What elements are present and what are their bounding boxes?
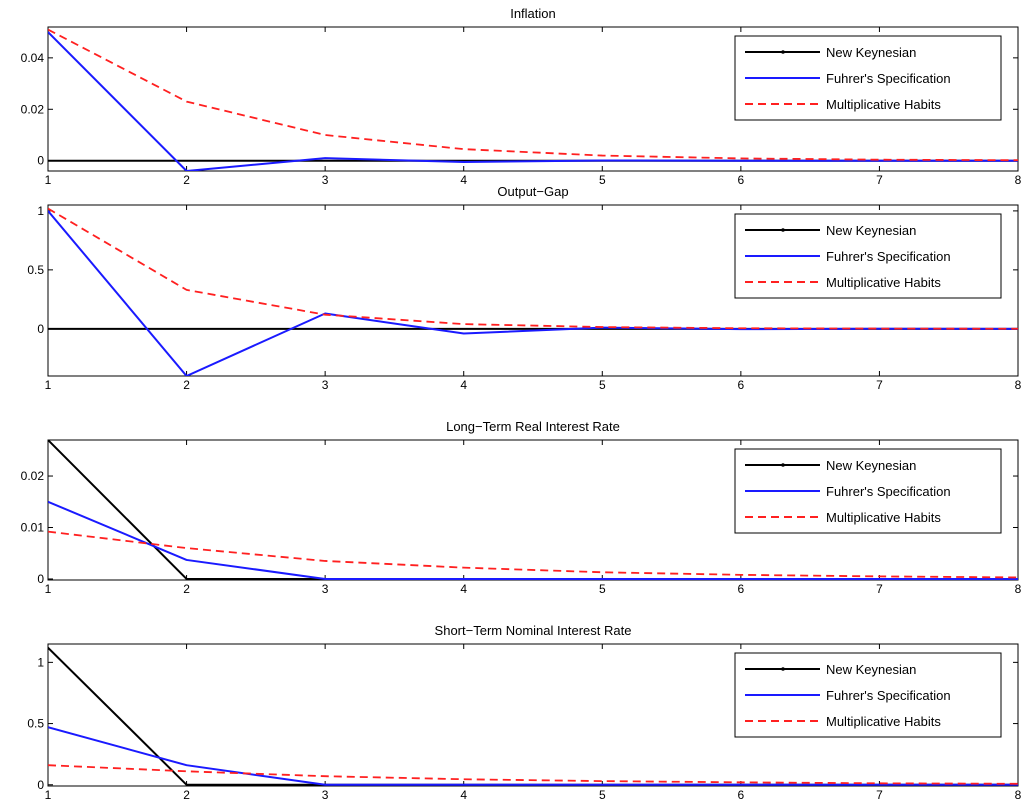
axes-frame [47,26,1019,172]
x-tick-label: 4 [460,582,467,596]
axes-frame [47,643,1019,787]
x-tick-label: 2 [183,582,190,596]
x-tick-label: 8 [1015,582,1022,596]
legend-label-1: New Keynesian [826,662,916,677]
x-tick-label: 2 [183,173,190,187]
x-tick-label: 3 [322,173,329,187]
x-tick-label: 1 [45,788,52,802]
legend-label-2: Fuhrer's Specification [826,688,951,703]
y-tick-label: 0.04 [21,51,45,65]
legend-label-2: Fuhrer's Specification [826,71,951,86]
legend-marker [781,463,785,467]
x-tick-label: 6 [738,378,745,392]
panel-1: Inflation 1 2 3 4 5 6 7 8 0 0.02 0.04 New Keynesian F… [21,6,1022,187]
series-lines [48,28,1018,171]
y-tick-label: 1 [37,655,44,669]
series-lines [48,646,1018,786]
panel-title: Inflation [510,6,556,21]
panel-3: Long−Term Real Interest Rate 1 2 3 4 5 6 7 8 0 0.0… [21,419,1022,596]
legend: New Keynesian Fuhrer's Specification Multi… [734,35,1002,121]
legend-label-1: New Keynesian [826,45,916,60]
x-tick-label: 6 [738,788,745,802]
series-line-3 [48,28,1018,162]
x-tick-label: 8 [1015,788,1022,802]
x-tick-label: 3 [322,378,329,392]
x-tick-label: 2 [183,378,190,392]
y-tick-label: 0.02 [21,102,45,116]
x-tick-label: 5 [599,378,606,392]
x-tick-label: 4 [460,378,467,392]
x-tick-label: 7 [876,788,883,802]
series-line-2 [48,31,1018,171]
x-tick-label: 6 [738,582,745,596]
legend-label-3: Multiplicative Habits [826,510,941,525]
legend-label-3: Multiplicative Habits [826,714,941,729]
x-tick-label: 7 [876,582,883,596]
x-tick-label: 7 [876,378,883,392]
legend-marker [781,50,785,54]
y-tick-label: 0 [37,778,44,792]
y-tick-label: 0 [37,322,44,336]
x-tick-label: 7 [876,173,883,187]
x-tick-label: 1 [45,378,52,392]
panel-title: Short−Term Nominal Interest Rate [435,623,632,638]
panel-4: Short−Term Nominal Interest Rate 1 2 3 4 5 6 7 8… [27,623,1021,802]
x-tick-label: 1 [45,173,52,187]
series-line-2 [48,726,1018,786]
y-tick-label: 0.02 [21,469,45,483]
legend-label-3: Multiplicative Habits [826,275,941,290]
x-tick-label: 4 [460,173,467,187]
y-tick-label: 0 [37,572,44,586]
y-tick-label: 0.5 [27,717,44,731]
legend-label-3: Multiplicative Habits [826,97,941,112]
x-tick-label: 4 [460,788,467,802]
y-tick-label: 0.01 [21,521,45,535]
series-line-3 [48,530,1018,579]
legend: New Keynesian Fuhrer's Specification Multi… [734,448,1002,534]
legend: New Keynesian Fuhrer's Specification Multi… [734,213,1002,299]
panel-title: Long−Term Real Interest Rate [446,419,620,434]
series-line-3 [48,764,1018,785]
series-lines [48,207,1018,376]
x-tick-label: 3 [322,582,329,596]
legend-label-2: Fuhrer's Specification [826,249,951,264]
x-tick-label: 1 [45,582,52,596]
x-tick-label: 8 [1015,378,1022,392]
panel-title: Output−Gap [497,184,568,199]
legend: New Keynesian Fuhrer's Specification Multi… [734,652,1002,738]
x-tick-label: 8 [1015,173,1022,187]
legend-marker [781,667,785,671]
y-tick-label: 1 [37,204,44,218]
legend-label-2: Fuhrer's Specification [826,484,951,499]
x-tick-label: 5 [599,582,606,596]
axes-frame [47,439,1019,581]
x-tick-label: 3 [322,788,329,802]
legend-label-1: New Keynesian [826,223,916,238]
series-line-2 [48,500,1018,580]
y-tick-label: 0 [37,154,44,168]
legend-label-1: New Keynesian [826,458,916,473]
panel-2: Output−Gap 1 2 3 4 5 6 7 8 0 0.5 1 New Keynesian Fuhr… [27,184,1021,392]
x-tick-label: 5 [599,173,606,187]
legend-marker [781,228,785,232]
x-tick-label: 6 [738,173,745,187]
x-tick-label: 2 [183,788,190,802]
y-tick-label: 0.5 [27,263,44,277]
axes-frame [47,204,1019,377]
x-tick-label: 5 [599,788,606,802]
series-line-3 [48,207,1018,330]
series-lines [48,440,1018,580]
